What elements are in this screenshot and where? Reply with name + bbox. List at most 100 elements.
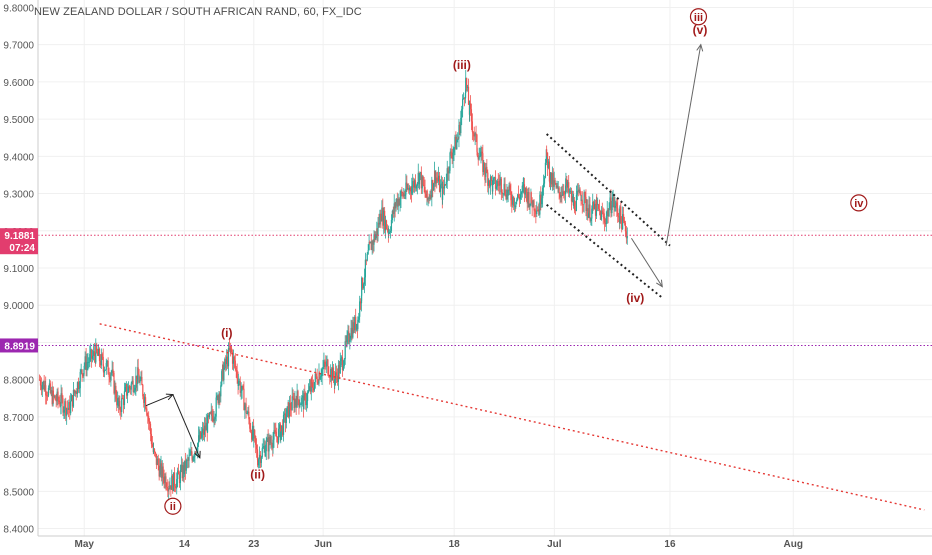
candle-body bbox=[486, 166, 488, 173]
candle-body bbox=[202, 428, 205, 435]
candle-body bbox=[390, 219, 393, 231]
candle-body bbox=[494, 177, 497, 189]
candle-body bbox=[381, 207, 383, 221]
candle-body bbox=[195, 451, 197, 453]
candle-body bbox=[86, 362, 88, 371]
candle-body bbox=[120, 410, 122, 412]
candle-body bbox=[423, 184, 425, 188]
candle-body bbox=[335, 372, 337, 380]
candle-body bbox=[124, 387, 126, 392]
candle-body bbox=[260, 457, 262, 463]
candle-body bbox=[253, 430, 255, 439]
candle-body bbox=[245, 403, 247, 414]
candle-body bbox=[261, 448, 263, 458]
candle-body bbox=[251, 425, 254, 440]
candle-body bbox=[477, 155, 479, 160]
candle-body bbox=[430, 195, 432, 198]
candle-body bbox=[362, 284, 365, 289]
candle-body bbox=[137, 367, 139, 384]
wave-label-circle bbox=[164, 497, 182, 515]
candle-body bbox=[113, 372, 115, 394]
candle-body bbox=[320, 376, 322, 378]
candle-body bbox=[605, 216, 607, 225]
candle-body bbox=[334, 379, 336, 385]
candle-body bbox=[331, 367, 334, 381]
candle-body bbox=[201, 433, 203, 438]
y-axis[interactable]: 9.80009.70009.60009.50009.40009.30009.20… bbox=[3, 0, 39, 536]
candle-body bbox=[230, 348, 233, 353]
candle-body bbox=[105, 362, 107, 370]
candle-body bbox=[481, 151, 483, 154]
candle-body bbox=[317, 382, 319, 384]
candle-body bbox=[516, 199, 518, 202]
candle-body bbox=[48, 383, 51, 388]
candle-body bbox=[539, 194, 541, 215]
candle-body bbox=[392, 210, 394, 215]
candle-body bbox=[472, 132, 474, 134]
candle-body bbox=[117, 398, 119, 406]
candle-body bbox=[295, 401, 297, 408]
candle-body bbox=[443, 184, 446, 189]
candle-body bbox=[292, 396, 294, 399]
candle-body bbox=[180, 464, 182, 470]
candle-body bbox=[137, 367, 139, 375]
y-tick-label: 9.5000 bbox=[3, 115, 34, 126]
candle-body bbox=[312, 387, 315, 391]
candle-body bbox=[187, 459, 189, 461]
candle-body bbox=[544, 162, 547, 178]
candle-body bbox=[135, 375, 137, 388]
candle-body bbox=[618, 215, 620, 218]
candle-body bbox=[65, 401, 67, 416]
candle-body bbox=[462, 97, 465, 99]
arrow-head bbox=[194, 450, 201, 459]
candle-body bbox=[424, 187, 426, 194]
candle-body bbox=[313, 382, 315, 391]
candle-body bbox=[414, 180, 417, 189]
candle-body bbox=[521, 185, 523, 193]
candle-body bbox=[71, 395, 74, 407]
candle-body bbox=[226, 356, 228, 364]
x-axis[interactable]: May 14 23 Jun 18 Jul 16 Aug bbox=[38, 535, 932, 550]
candle-body bbox=[611, 200, 613, 211]
candle-body bbox=[89, 354, 91, 362]
candle-body bbox=[181, 464, 183, 479]
candle-body bbox=[436, 177, 438, 180]
candle-body bbox=[513, 205, 516, 207]
candle-body bbox=[449, 152, 451, 171]
candle-body bbox=[345, 341, 347, 343]
candle-body bbox=[262, 447, 264, 449]
candle-body bbox=[466, 86, 469, 88]
x-tick-label: Jul bbox=[547, 539, 562, 550]
candle-body bbox=[258, 454, 261, 460]
candle-body bbox=[212, 415, 214, 422]
candle-body bbox=[402, 192, 404, 197]
candle-body bbox=[102, 365, 105, 373]
candle-body bbox=[131, 380, 133, 384]
candle-body bbox=[166, 487, 168, 489]
candle-body bbox=[552, 173, 554, 187]
candle-body bbox=[235, 367, 237, 371]
candle-body bbox=[103, 370, 106, 373]
candle-body bbox=[190, 451, 192, 455]
candle-body bbox=[274, 430, 276, 432]
candle-body bbox=[215, 397, 217, 417]
candle-body bbox=[150, 433, 153, 445]
candle-body bbox=[498, 183, 500, 186]
candle-body bbox=[122, 398, 125, 405]
candle-body bbox=[40, 385, 42, 390]
candle-body bbox=[183, 460, 186, 475]
candle-body bbox=[367, 250, 369, 254]
candle-body bbox=[122, 398, 124, 400]
candle-body bbox=[527, 192, 529, 204]
candle-body bbox=[55, 400, 57, 402]
candle-body bbox=[116, 398, 118, 406]
candle-body bbox=[520, 192, 522, 195]
candle-body bbox=[121, 398, 123, 412]
candle-body bbox=[141, 376, 143, 386]
candle-body bbox=[471, 121, 473, 133]
candle-body bbox=[100, 354, 102, 366]
candle-body bbox=[409, 187, 412, 192]
candle-body bbox=[66, 408, 68, 416]
